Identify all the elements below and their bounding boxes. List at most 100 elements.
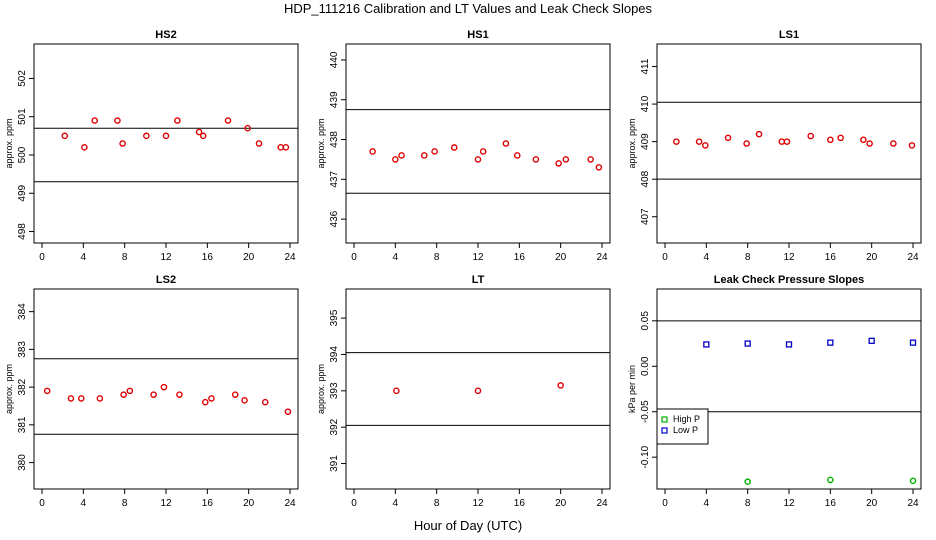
y-tick-label: 408 xyxy=(640,170,651,187)
data-point xyxy=(695,138,703,145)
x-tick-label: 20 xyxy=(866,252,878,263)
data-point xyxy=(114,117,121,124)
data-point xyxy=(261,398,269,406)
data-point xyxy=(908,142,916,149)
x-tick-label: 4 xyxy=(704,498,710,509)
y-tick-label: 502 xyxy=(17,70,28,87)
data-point xyxy=(392,156,399,163)
legend-box xyxy=(656,408,709,445)
y-axis-title: kPa per min xyxy=(627,365,637,413)
data-point xyxy=(119,140,126,147)
plot-frame xyxy=(33,43,299,244)
data-point xyxy=(866,140,873,147)
y-tick-label: 0.00 xyxy=(640,356,651,376)
y-tick-label: 407 xyxy=(640,208,651,225)
data-point xyxy=(532,156,540,163)
data-point xyxy=(673,138,680,145)
data-point xyxy=(244,124,251,132)
x-tick-label: 12 xyxy=(783,498,795,509)
y-axis-title: approx. ppm xyxy=(4,118,14,168)
data-point xyxy=(860,136,867,144)
x-tick-label: 4 xyxy=(393,498,399,509)
x-tick-label: 12 xyxy=(160,252,172,263)
y-axis-title: approx. ppm xyxy=(316,364,326,414)
data-point xyxy=(255,140,263,147)
data-point xyxy=(513,152,521,159)
data-point xyxy=(555,160,562,167)
y-tick-label: 500 xyxy=(17,146,28,163)
data-point xyxy=(61,132,69,140)
panel-title: Leak Check Pressure Slopes xyxy=(714,274,864,286)
legend-marker xyxy=(661,416,668,423)
data-point xyxy=(587,156,594,163)
panel-title: LS2 xyxy=(156,274,176,286)
data-point xyxy=(868,337,875,344)
data-point xyxy=(277,144,285,151)
data-point xyxy=(755,130,763,138)
x-tick-label: 16 xyxy=(825,252,837,263)
data-point xyxy=(743,140,750,147)
y-tick-label: 395 xyxy=(329,309,340,326)
data-point xyxy=(474,387,482,395)
data-point xyxy=(201,398,209,406)
x-tick-label: 16 xyxy=(514,498,526,509)
y-tick-label: 436 xyxy=(329,210,340,227)
x-tick-label: 12 xyxy=(472,498,484,509)
x-tick-label: 4 xyxy=(81,252,87,263)
legend-label: Low P xyxy=(673,425,698,435)
plot-frame xyxy=(345,288,611,490)
x-tick-label: 12 xyxy=(783,252,795,263)
data-point xyxy=(120,391,127,398)
x-tick-label: 4 xyxy=(81,498,87,509)
x-tick-label: 24 xyxy=(907,498,919,509)
y-axis-title: approx. ppm xyxy=(4,364,14,414)
y-tick-label: 393 xyxy=(329,382,340,399)
x-tick-label: 8 xyxy=(434,498,440,509)
y-tick-label: 501 xyxy=(17,108,28,125)
data-point xyxy=(195,128,203,136)
data-point xyxy=(162,132,170,140)
plot-frame xyxy=(656,288,922,490)
x-tick-label: 20 xyxy=(555,252,567,263)
data-point xyxy=(785,341,793,348)
data-point xyxy=(241,397,248,404)
data-point xyxy=(143,132,150,140)
y-tick-label: 384 xyxy=(17,303,28,320)
x-tick-label: 8 xyxy=(122,498,128,509)
data-point xyxy=(96,395,104,402)
y-tick-label: 409 xyxy=(640,133,651,150)
x-tick-label: 0 xyxy=(39,252,45,263)
data-point xyxy=(807,132,815,140)
panel-title: HS2 xyxy=(155,29,176,41)
x-tick-label: 8 xyxy=(745,252,751,263)
data-point xyxy=(778,138,786,145)
y-tick-label: 439 xyxy=(329,91,340,108)
y-tick-label: 438 xyxy=(329,131,340,148)
data-point xyxy=(474,156,482,163)
panel-title: LS1 xyxy=(779,29,799,41)
x-tick-label: 12 xyxy=(160,498,172,509)
data-point xyxy=(890,140,897,147)
x-tick-label: 20 xyxy=(243,252,255,263)
data-point xyxy=(176,391,183,398)
data-point xyxy=(393,387,400,395)
x-tick-label: 20 xyxy=(866,498,878,509)
data-point xyxy=(909,339,917,346)
data-point xyxy=(431,148,438,155)
y-tick-label: 498 xyxy=(17,223,28,240)
data-point xyxy=(174,117,181,124)
data-point xyxy=(595,164,603,171)
y-axis-title: approx. ppm xyxy=(316,118,326,168)
data-point xyxy=(557,382,564,389)
x-tick-label: 24 xyxy=(284,498,296,509)
x-tick-label: 24 xyxy=(596,252,608,263)
data-point xyxy=(744,340,751,347)
data-point xyxy=(91,117,98,124)
data-point xyxy=(502,140,510,147)
data-point xyxy=(208,395,215,402)
x-tick-label: 16 xyxy=(514,252,526,263)
x-tick-label: 0 xyxy=(351,252,357,263)
x-tick-label: 16 xyxy=(202,498,214,509)
data-point xyxy=(81,144,88,151)
